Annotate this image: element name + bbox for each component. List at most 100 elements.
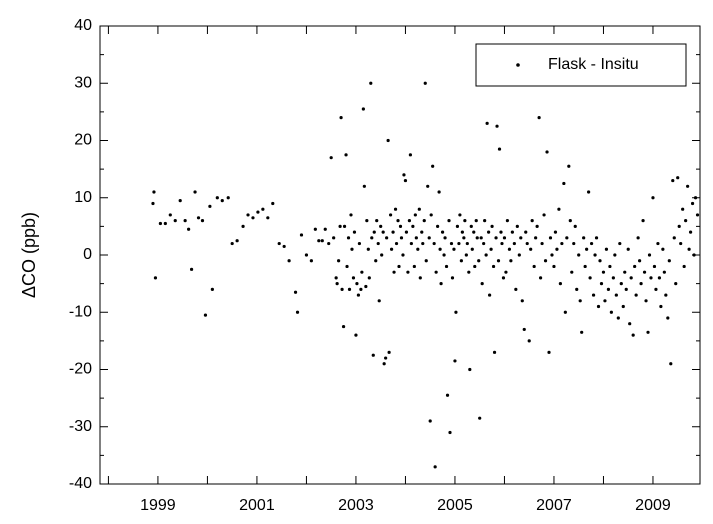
data-point xyxy=(557,207,561,211)
data-point xyxy=(193,190,197,194)
data-point xyxy=(407,219,412,223)
data-point xyxy=(347,287,352,291)
data-point xyxy=(453,359,457,363)
data-point xyxy=(492,350,497,354)
data-point xyxy=(562,181,566,186)
data-point xyxy=(515,224,519,228)
data-point xyxy=(641,219,645,223)
data-point xyxy=(361,107,365,111)
data-point xyxy=(459,259,463,263)
data-point xyxy=(639,282,643,286)
data-point xyxy=(582,236,586,240)
data-point xyxy=(604,247,609,251)
data-point xyxy=(444,264,449,269)
data-point xyxy=(151,201,155,206)
data-point xyxy=(623,270,627,274)
data-point xyxy=(293,290,298,294)
data-point xyxy=(420,230,424,234)
data-point xyxy=(394,241,399,246)
data-point xyxy=(443,236,447,240)
data-point xyxy=(396,219,400,223)
data-point xyxy=(401,253,405,257)
data-point xyxy=(299,233,304,237)
data-point xyxy=(210,287,214,291)
data-point xyxy=(426,184,430,188)
data-point xyxy=(406,270,410,274)
data-point xyxy=(490,224,494,228)
data-point xyxy=(271,201,275,206)
data-point xyxy=(416,247,420,251)
data-point xyxy=(345,264,349,269)
x-tick-label: 2007 xyxy=(536,497,572,514)
data-point xyxy=(578,299,582,303)
data-point xyxy=(470,247,474,251)
data-point xyxy=(359,287,363,291)
y-tick-label: -20 xyxy=(69,361,92,378)
data-point xyxy=(550,253,554,257)
data-point xyxy=(672,236,676,240)
y-tick-label: 0 xyxy=(83,246,92,263)
data-point xyxy=(364,284,368,289)
data-point xyxy=(682,264,686,269)
data-point xyxy=(692,253,696,257)
data-point xyxy=(413,213,417,217)
data-point xyxy=(649,276,653,280)
data-point xyxy=(187,227,191,231)
data-point xyxy=(323,227,327,231)
data-point xyxy=(628,322,632,326)
data-point xyxy=(462,236,466,240)
data-point xyxy=(439,282,443,286)
data-point xyxy=(560,241,564,246)
data-point xyxy=(524,230,528,234)
data-point xyxy=(352,230,357,234)
data-point xyxy=(428,419,432,423)
data-point xyxy=(496,259,501,263)
data-point xyxy=(391,230,395,234)
data-point xyxy=(618,241,622,246)
data-point xyxy=(412,264,416,269)
y-tick-label: 40 xyxy=(74,17,92,34)
data-point xyxy=(362,184,366,188)
data-point xyxy=(534,236,538,240)
data-point xyxy=(489,247,493,251)
data-point xyxy=(295,310,300,314)
data-point xyxy=(448,430,452,435)
data-point xyxy=(634,293,638,297)
data-point xyxy=(497,147,502,151)
legend-label: Flask - Insitu xyxy=(548,56,639,73)
data-point xyxy=(609,310,613,314)
data-point xyxy=(606,287,611,291)
data-point xyxy=(494,236,498,240)
data-point xyxy=(688,230,693,234)
data-point xyxy=(436,224,440,228)
data-point xyxy=(512,241,516,246)
data-point xyxy=(327,241,331,246)
data-point xyxy=(548,236,553,240)
data-point xyxy=(662,270,666,274)
data-point xyxy=(404,230,409,234)
data-point xyxy=(614,293,618,297)
data-point xyxy=(423,81,427,85)
data-point xyxy=(467,270,471,274)
data-point xyxy=(547,350,551,354)
data-point xyxy=(591,293,596,297)
data-point xyxy=(393,207,398,211)
data-point xyxy=(442,253,446,257)
data-point xyxy=(488,293,492,297)
y-tick-label: 10 xyxy=(74,189,92,206)
data-point xyxy=(418,276,422,280)
data-point xyxy=(514,287,518,291)
data-point xyxy=(246,213,250,217)
data-point xyxy=(594,236,599,240)
data-point xyxy=(384,356,388,360)
data-point xyxy=(360,270,364,274)
data-point xyxy=(598,259,602,263)
x-tick-label: 1999 xyxy=(140,497,176,514)
data-point xyxy=(545,150,549,154)
plot-frame xyxy=(99,25,701,485)
data-point xyxy=(338,224,342,228)
data-point xyxy=(200,219,205,223)
data-point xyxy=(585,247,589,251)
data-point xyxy=(577,253,581,257)
data-point xyxy=(567,164,571,168)
